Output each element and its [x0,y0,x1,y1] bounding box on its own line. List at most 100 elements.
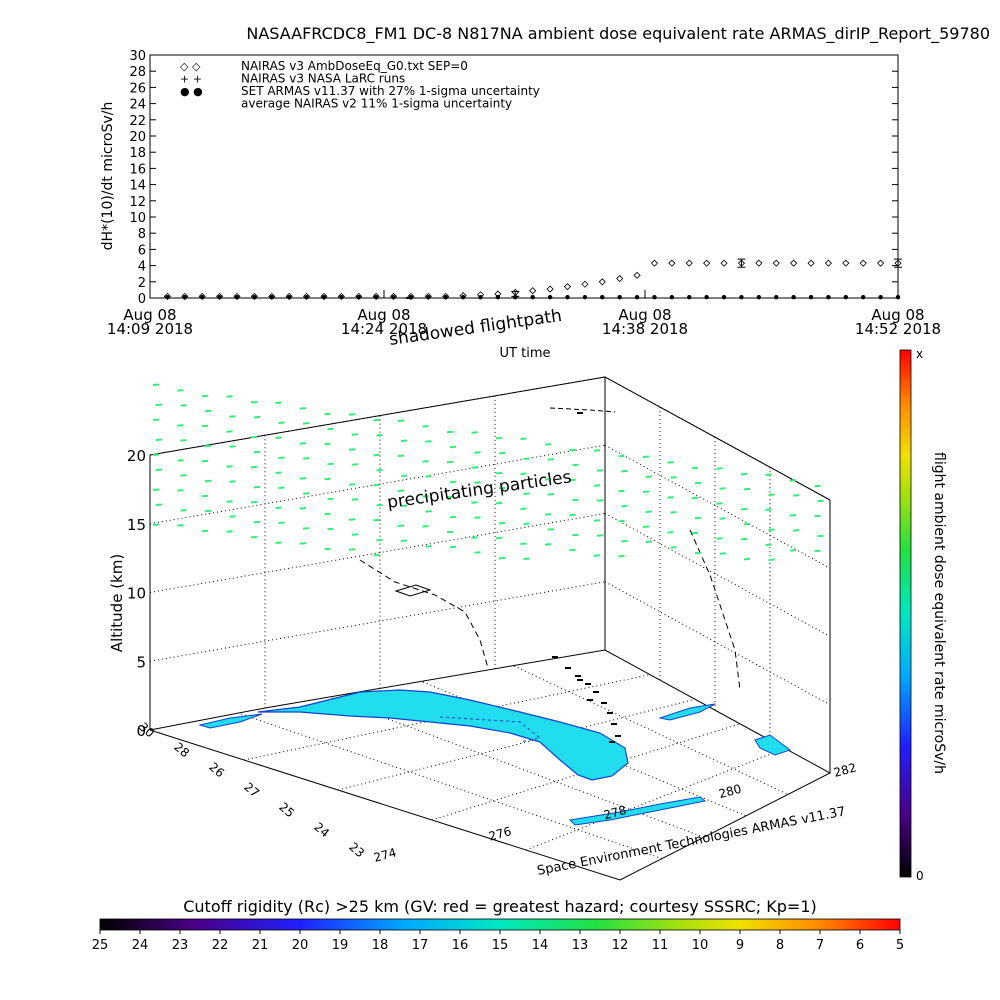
particle-mark [351,463,359,466]
rigidity-tick-label: 8 [776,938,784,953]
particle-mark [446,495,454,499]
particle-mark [177,459,184,462]
particle-mark [422,425,429,428]
particle-mark [471,536,478,539]
particle-mark [226,395,233,398]
x-tick-time: 14:38 2018 [602,320,688,338]
particle-mark [229,480,236,483]
particle-mark [152,383,160,386]
rigidity-tick-label: 21 [252,938,269,953]
particle-mark [719,517,726,520]
particle-mark [253,415,261,419]
particle-mark [201,394,209,398]
particle-mark [691,496,699,500]
particle-mark [226,430,233,433]
particle-mark [250,465,258,469]
particle-mark [397,454,405,457]
particle-mark [694,481,702,485]
particle-mark [250,435,258,439]
particle-mark [180,439,187,442]
particle-mark [422,525,429,528]
particle-mark [667,461,674,464]
particle-mark [789,514,797,517]
legend-label: average NAIRAS v2 11% 1-sigma uncertaint… [241,97,512,111]
particle-mark [621,504,628,508]
dose-colorbar-gradient [899,349,912,878]
particle-mark [155,403,163,406]
nairas-v3-point [563,283,572,291]
latitude-tick-label: 27 [241,780,262,801]
particle-mark [596,534,604,537]
particle-mark [446,430,454,434]
armas-point [460,294,466,300]
armas-point [478,294,483,300]
nairas-v3-point [755,259,763,267]
particle-mark [229,415,236,418]
aircraft-marker [394,584,432,597]
particle-mark [253,520,261,524]
particle-mark [814,514,821,518]
particle-mark [495,501,503,505]
particle-mark [204,409,212,413]
particle-mark [691,531,699,535]
armas-point [373,294,379,300]
armas-point [217,294,222,300]
x-tick-date: Aug 08 [123,306,176,324]
legend-label: SET ARMAS v11.37 with 27% 1-sigma uncert… [241,84,540,98]
particle-mark [523,457,530,460]
particle-mark [376,538,383,542]
particle-mark [618,489,625,493]
legend-label: NAIRAS v3 NASA LaRC runs [241,72,405,86]
armas-point [704,294,709,300]
particle-mark [299,507,307,510]
particle-mark [348,413,356,416]
rigidity-tick-label: 24 [132,938,149,953]
altitude-gridline-right [604,581,831,706]
particle-mark [302,527,310,530]
particle-mark [474,551,481,554]
particle-mark [348,448,356,451]
y-tick-label: 16 [129,162,146,177]
particle-mark [596,469,604,472]
y-tick-label: 8 [138,227,146,242]
particle-mark [569,448,576,452]
particle-mark [449,515,457,519]
particle-mark [400,504,408,507]
particle-mark [449,545,457,549]
particle-mark [177,389,184,392]
y-tick-label: 22 [129,114,146,129]
altitude-gridline [149,376,606,456]
legend-symbol: ◇ ◇ [180,60,201,73]
particle-mark [327,527,334,531]
particle-mark [397,524,405,527]
latitude-tick-label: 26 [206,760,227,781]
particle-mark [229,515,236,518]
floor-gridline [513,665,789,795]
nairas-v3-point [685,259,693,267]
particle-mark [768,558,775,561]
particle-mark [302,422,310,425]
nairas-v3-point [650,259,659,267]
particle-mark [275,471,282,474]
rigidity-ticks: 25 24 23 22 21 20 19 18 17 16 15 14 13 12 11 10 9 8 7 6 5 [92,930,904,953]
armas-point [652,294,657,300]
particle-mark [814,549,821,553]
particle-mark [201,494,209,498]
rigidity-tick-label: 13 [572,938,589,953]
x-tick-time: 14:09 2018 [107,320,193,338]
armas-point [878,294,883,300]
nairas-v3-point [598,278,606,286]
flight-path-top [549,407,616,413]
particle-mark [400,539,408,542]
particle-mark [670,476,677,479]
particle-mark [324,442,331,446]
floor-gridline [337,698,696,791]
armas-point [321,294,327,300]
latitude-tick-label: 25 [276,800,297,821]
3d-flight-panel: 0 5 10 15 20 Altitude (km) shadowed flightpa… [108,297,858,881]
armas-point [199,294,205,300]
rigidity-colorbar: Cutoff rigidity (Rc) >25 km (GV: red = g… [92,897,904,953]
particle-mark [348,518,356,521]
y-tick-label: 20 [129,130,146,145]
